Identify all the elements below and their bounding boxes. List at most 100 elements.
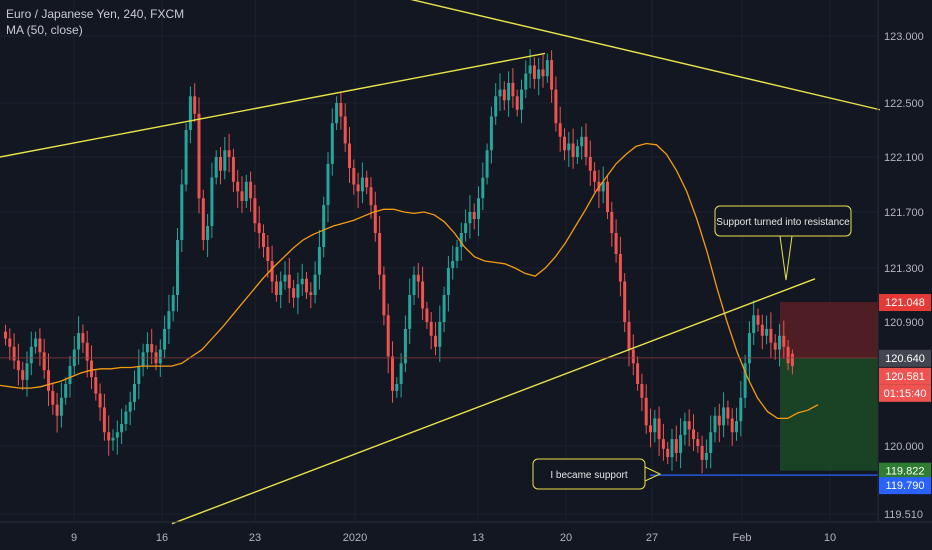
- candle-body: [769, 328, 773, 343]
- candle-body: [477, 198, 480, 219]
- candle-body: [55, 404, 59, 416]
- candle-body: [760, 324, 764, 336]
- candle-body: [692, 429, 695, 440]
- stop-loss-zone: [780, 302, 878, 358]
- candle-body: [657, 418, 661, 440]
- y-tick-label: 122.100: [884, 152, 924, 164]
- position-zones: [780, 302, 878, 471]
- stop-price-tag-text: 121.048: [885, 297, 925, 309]
- candle-body: [305, 278, 308, 293]
- candle-body: [425, 308, 429, 322]
- candle-body: [386, 315, 390, 357]
- candle-body: [649, 425, 652, 433]
- candle-body: [696, 439, 700, 446]
- symbol-title[interactable]: Euro / Japanese Yen, 240, FXCM: [6, 7, 185, 21]
- indicator-label[interactable]: MA (50, close): [6, 23, 83, 37]
- candle-body: [38, 338, 42, 353]
- y-tick-label: 123.000: [884, 31, 924, 43]
- x-tick-label: 16: [156, 532, 168, 544]
- candle-body: [588, 157, 592, 171]
- candle-body: [584, 136, 588, 157]
- candle-body: [679, 434, 683, 453]
- candle-body: [270, 261, 274, 282]
- candle-body: [16, 360, 20, 371]
- candle-body: [158, 349, 162, 364]
- candle-body: [335, 103, 339, 124]
- target-price-tag: 119.822: [879, 462, 931, 480]
- candle-body: [627, 322, 631, 350]
- candle-body: [644, 397, 648, 426]
- candle-body: [42, 352, 46, 371]
- candle-body: [231, 157, 235, 182]
- candle-body: [739, 397, 743, 422]
- candle-body: [287, 274, 291, 289]
- candle-body: [674, 439, 678, 453]
- candle-body: [786, 346, 790, 364]
- candle-body: [102, 407, 106, 433]
- y-tick-label: 121.700: [884, 207, 924, 219]
- descending-resistance-line: [410, 0, 881, 111]
- candle-body: [124, 411, 128, 424]
- candle-body: [408, 295, 412, 329]
- candle-body: [214, 157, 218, 178]
- candle-body: [365, 177, 369, 188]
- candle-body: [296, 284, 300, 298]
- candle-body: [197, 113, 201, 199]
- price-tags: 121.048 120.640 120.581 01:15:40 119.822 119.…: [879, 294, 931, 495]
- candle-body: [193, 96, 197, 114]
- candle-body: [107, 432, 111, 441]
- candle-body: [391, 356, 394, 391]
- candle-body: [747, 333, 751, 364]
- candle-body: [541, 69, 545, 77]
- entry-price-tag: 120.640: [879, 349, 931, 367]
- y-tick-label: 119.510: [884, 509, 923, 521]
- support-price-tag: 119.790: [879, 477, 931, 495]
- candle-body: [472, 212, 476, 219]
- candle-body: [133, 384, 136, 402]
- stop-price-tag: 121.048: [879, 294, 931, 312]
- candle-body: [730, 418, 734, 433]
- candle-body: [360, 177, 364, 192]
- candle-body: [683, 421, 687, 435]
- candle-body: [687, 421, 691, 430]
- candlestick-series: [4, 49, 794, 474]
- candle-body: [274, 281, 278, 295]
- candle-body: [666, 448, 670, 458]
- candle-body: [279, 281, 283, 295]
- y-tick-label: 120.900: [884, 317, 924, 329]
- candle-body: [511, 82, 515, 97]
- candle-body: [520, 89, 523, 110]
- candle-body: [670, 439, 674, 458]
- candle-body: [446, 268, 450, 295]
- current-price-tag-bg: [879, 367, 931, 385]
- candle-body: [292, 288, 296, 298]
- candle-body: [81, 333, 85, 343]
- candle-body: [283, 274, 287, 282]
- candle-body: [464, 223, 468, 233]
- candle-body: [253, 198, 257, 224]
- candle-body: [369, 187, 373, 206]
- candle-body: [580, 136, 584, 147]
- x-tick-label: Feb: [733, 532, 752, 544]
- resistance-callout-pointer: [779, 235, 793, 281]
- candle-body: [567, 143, 571, 151]
- candle-body: [498, 89, 502, 97]
- candle-body: [12, 346, 16, 361]
- candle-body: [455, 247, 459, 261]
- candle-body: [717, 415, 721, 426]
- candle-body: [528, 65, 532, 74]
- candle-body: [227, 150, 231, 157]
- candle-body: [313, 274, 317, 295]
- candle-body: [206, 226, 210, 240]
- candle-body: [150, 344, 154, 353]
- chart-legend: Euro / Japanese Yen, 240, FXCM MA (50, c…: [6, 6, 184, 38]
- candle-body: [653, 418, 657, 433]
- candle-body: [756, 315, 760, 325]
- candle-body: [631, 349, 635, 364]
- candle-body: [330, 123, 334, 164]
- x-tick-label: 9: [71, 532, 77, 544]
- candle-body: [416, 274, 420, 282]
- candle-body: [34, 338, 38, 347]
- candle-body: [429, 322, 433, 336]
